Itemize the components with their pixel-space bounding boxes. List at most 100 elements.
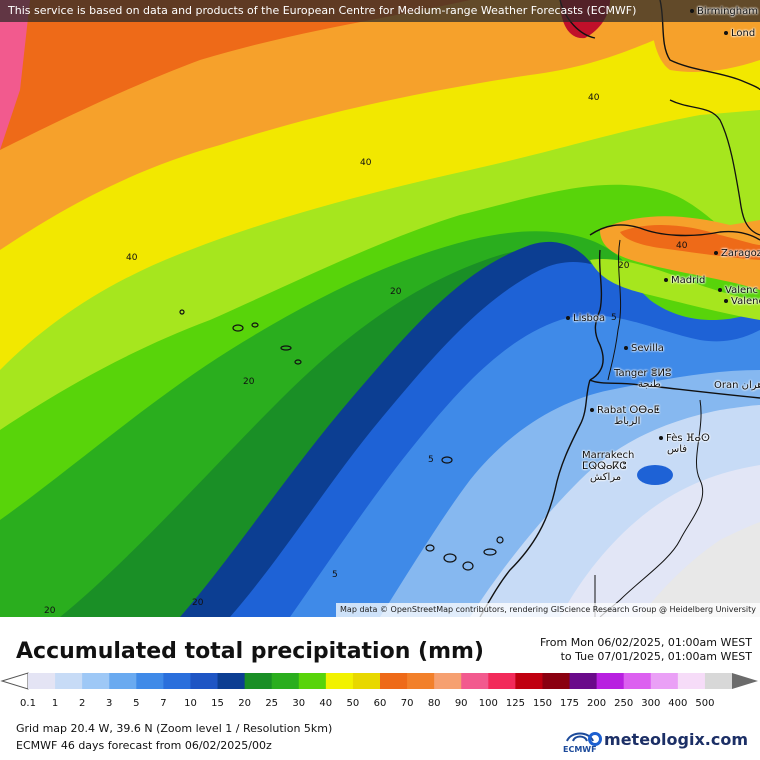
scale-tick-label: 7 (160, 698, 167, 709)
scale-tick-label: 50 (346, 698, 360, 709)
scale-arrow-right (732, 673, 758, 689)
city-dot (724, 299, 728, 303)
border-spain-portugal (607, 239, 622, 381)
scale-tick-label: 90 (454, 698, 468, 709)
scale-swatch (244, 673, 273, 689)
city-tanger: Tanger ⴻⵍⵓ طنجة (614, 368, 672, 390)
blob-morocco (637, 465, 673, 485)
city-fes: Fès ⴼⴰⵙ فاس (659, 433, 710, 455)
scale-tick-label: 150 (532, 698, 553, 709)
scale-tick-label: 40 (319, 698, 333, 709)
scale-swatch (163, 673, 191, 689)
forecast-info: ECMWF 46 days forecast from 06/02/2025/0… (16, 739, 272, 752)
city-dot (590, 408, 594, 412)
scale-swatch (623, 673, 652, 689)
city-dot (714, 251, 718, 255)
madeira-islands (441, 456, 453, 464)
scale-swatch (190, 673, 219, 689)
scale-swatch (136, 673, 164, 689)
coastline-france (669, 99, 760, 236)
scale-swatch (407, 673, 435, 689)
city-dot (624, 346, 628, 350)
scale-swatch (650, 673, 679, 689)
contour-label: 5 (611, 313, 617, 323)
contour-label: 5 (332, 570, 338, 580)
contour-label: 20 (44, 606, 56, 616)
city-london: Lond (724, 28, 755, 39)
azores-islands (179, 309, 302, 365)
band-dry (640, 522, 760, 617)
city-lisboa: Lisboa (566, 313, 605, 324)
scale-swatch (325, 673, 354, 689)
scale-tick-label: 0.1 (20, 698, 36, 709)
coastline-morocco (479, 379, 760, 617)
scale-tick-label: 200 (587, 698, 607, 709)
period-from: From Mon 06/02/2025, 01:00am WEST (539, 636, 752, 649)
scale-swatch (704, 673, 733, 689)
city-oran: Oran وهران (714, 380, 760, 391)
city-sevilla: Sevilla (624, 343, 664, 354)
scale-swatch (515, 673, 543, 689)
border-morocco-algeria (599, 399, 704, 617)
meteologix-logo-icon (588, 732, 603, 746)
city-dot (664, 278, 668, 282)
scale-swatch (434, 673, 462, 689)
band-iberia-red (620, 224, 760, 260)
city-marrakech: Marrakech ⵎⵕⵕⴰⴽⵛ مراكش (582, 450, 635, 483)
city-birmingham: Birmingham (690, 6, 758, 17)
grid-info: Grid map 20.4 W, 39.6 N (Zoom level 1 / … (16, 722, 333, 735)
scale-tick-label: 2 (79, 698, 86, 709)
scale-tick-label: 500 (695, 698, 715, 709)
contour-label: 20 (243, 377, 255, 387)
band-iberia-lime (590, 259, 760, 320)
city-dot (718, 288, 722, 292)
scale-tick-label: 175 (559, 698, 580, 709)
color-scale-bar (0, 672, 758, 690)
scale-swatch (109, 673, 137, 689)
scale-swatch (542, 673, 571, 689)
city-rabat: Rabat ⵔⴱⴰⵟ الرباط (590, 405, 660, 427)
city-dot (566, 316, 570, 320)
scale-tick-label: 1 (51, 698, 59, 709)
city-valencia-2: Valenc (724, 296, 760, 307)
city-madrid: Madrid (664, 275, 705, 286)
ecmwf-notice: This service is based on data and produc… (0, 0, 760, 22)
scale-tick-label: 250 (614, 698, 634, 709)
scale-swatch (596, 673, 625, 689)
scale-swatch (677, 673, 706, 689)
scale-swatch (82, 673, 110, 689)
legend-title: Accumulated total precipitation (mm) (16, 639, 484, 664)
scale-tick-label: 80 (427, 698, 441, 709)
city-dot (724, 31, 728, 35)
scale-tick-label: 30 (292, 698, 306, 709)
scale-tick-label: 10 (184, 698, 197, 709)
scale-tick-label: 60 (373, 698, 387, 709)
scale-arrow-left (0, 672, 29, 690)
scale-swatch (380, 673, 408, 689)
forecast-period: From Mon 06/02/2025, 01:00am WEST to Tue… (540, 636, 752, 664)
contour-label: 40 (126, 253, 138, 263)
meteologix-brand[interactable]: meteologix.com (588, 730, 748, 749)
scale-tick-label: 400 (668, 698, 688, 709)
scale-swatch (298, 673, 327, 689)
scale-tick-label: 100 (478, 698, 498, 709)
scale-swatch (461, 673, 489, 689)
city-dot (659, 436, 663, 440)
period-to: to Tue 07/01/2025, 01:00am WEST (560, 650, 752, 663)
city-zaragoza: Zaragoza (714, 248, 760, 259)
scale-tick-label: 300 (641, 698, 661, 709)
contour-label: 20 (618, 261, 630, 271)
scale-tick-label: 15 (211, 698, 224, 709)
precipitation-map[interactable]: This service is based on data and produc… (0, 0, 760, 617)
scale-swatch (217, 673, 246, 689)
scale-swatch (55, 673, 83, 689)
city-valencia: Valenc (718, 285, 758, 296)
scale-tick-label: 125 (505, 698, 525, 709)
scale-tick-label: 3 (106, 698, 113, 709)
scale-swatch (569, 673, 598, 689)
contour-label: 40 (676, 241, 688, 251)
scale-swatch (488, 673, 516, 689)
city-dot (690, 9, 694, 13)
canary-islands (425, 536, 504, 571)
map-attribution: Map data © OpenStreetMap contributors, r… (336, 603, 760, 617)
